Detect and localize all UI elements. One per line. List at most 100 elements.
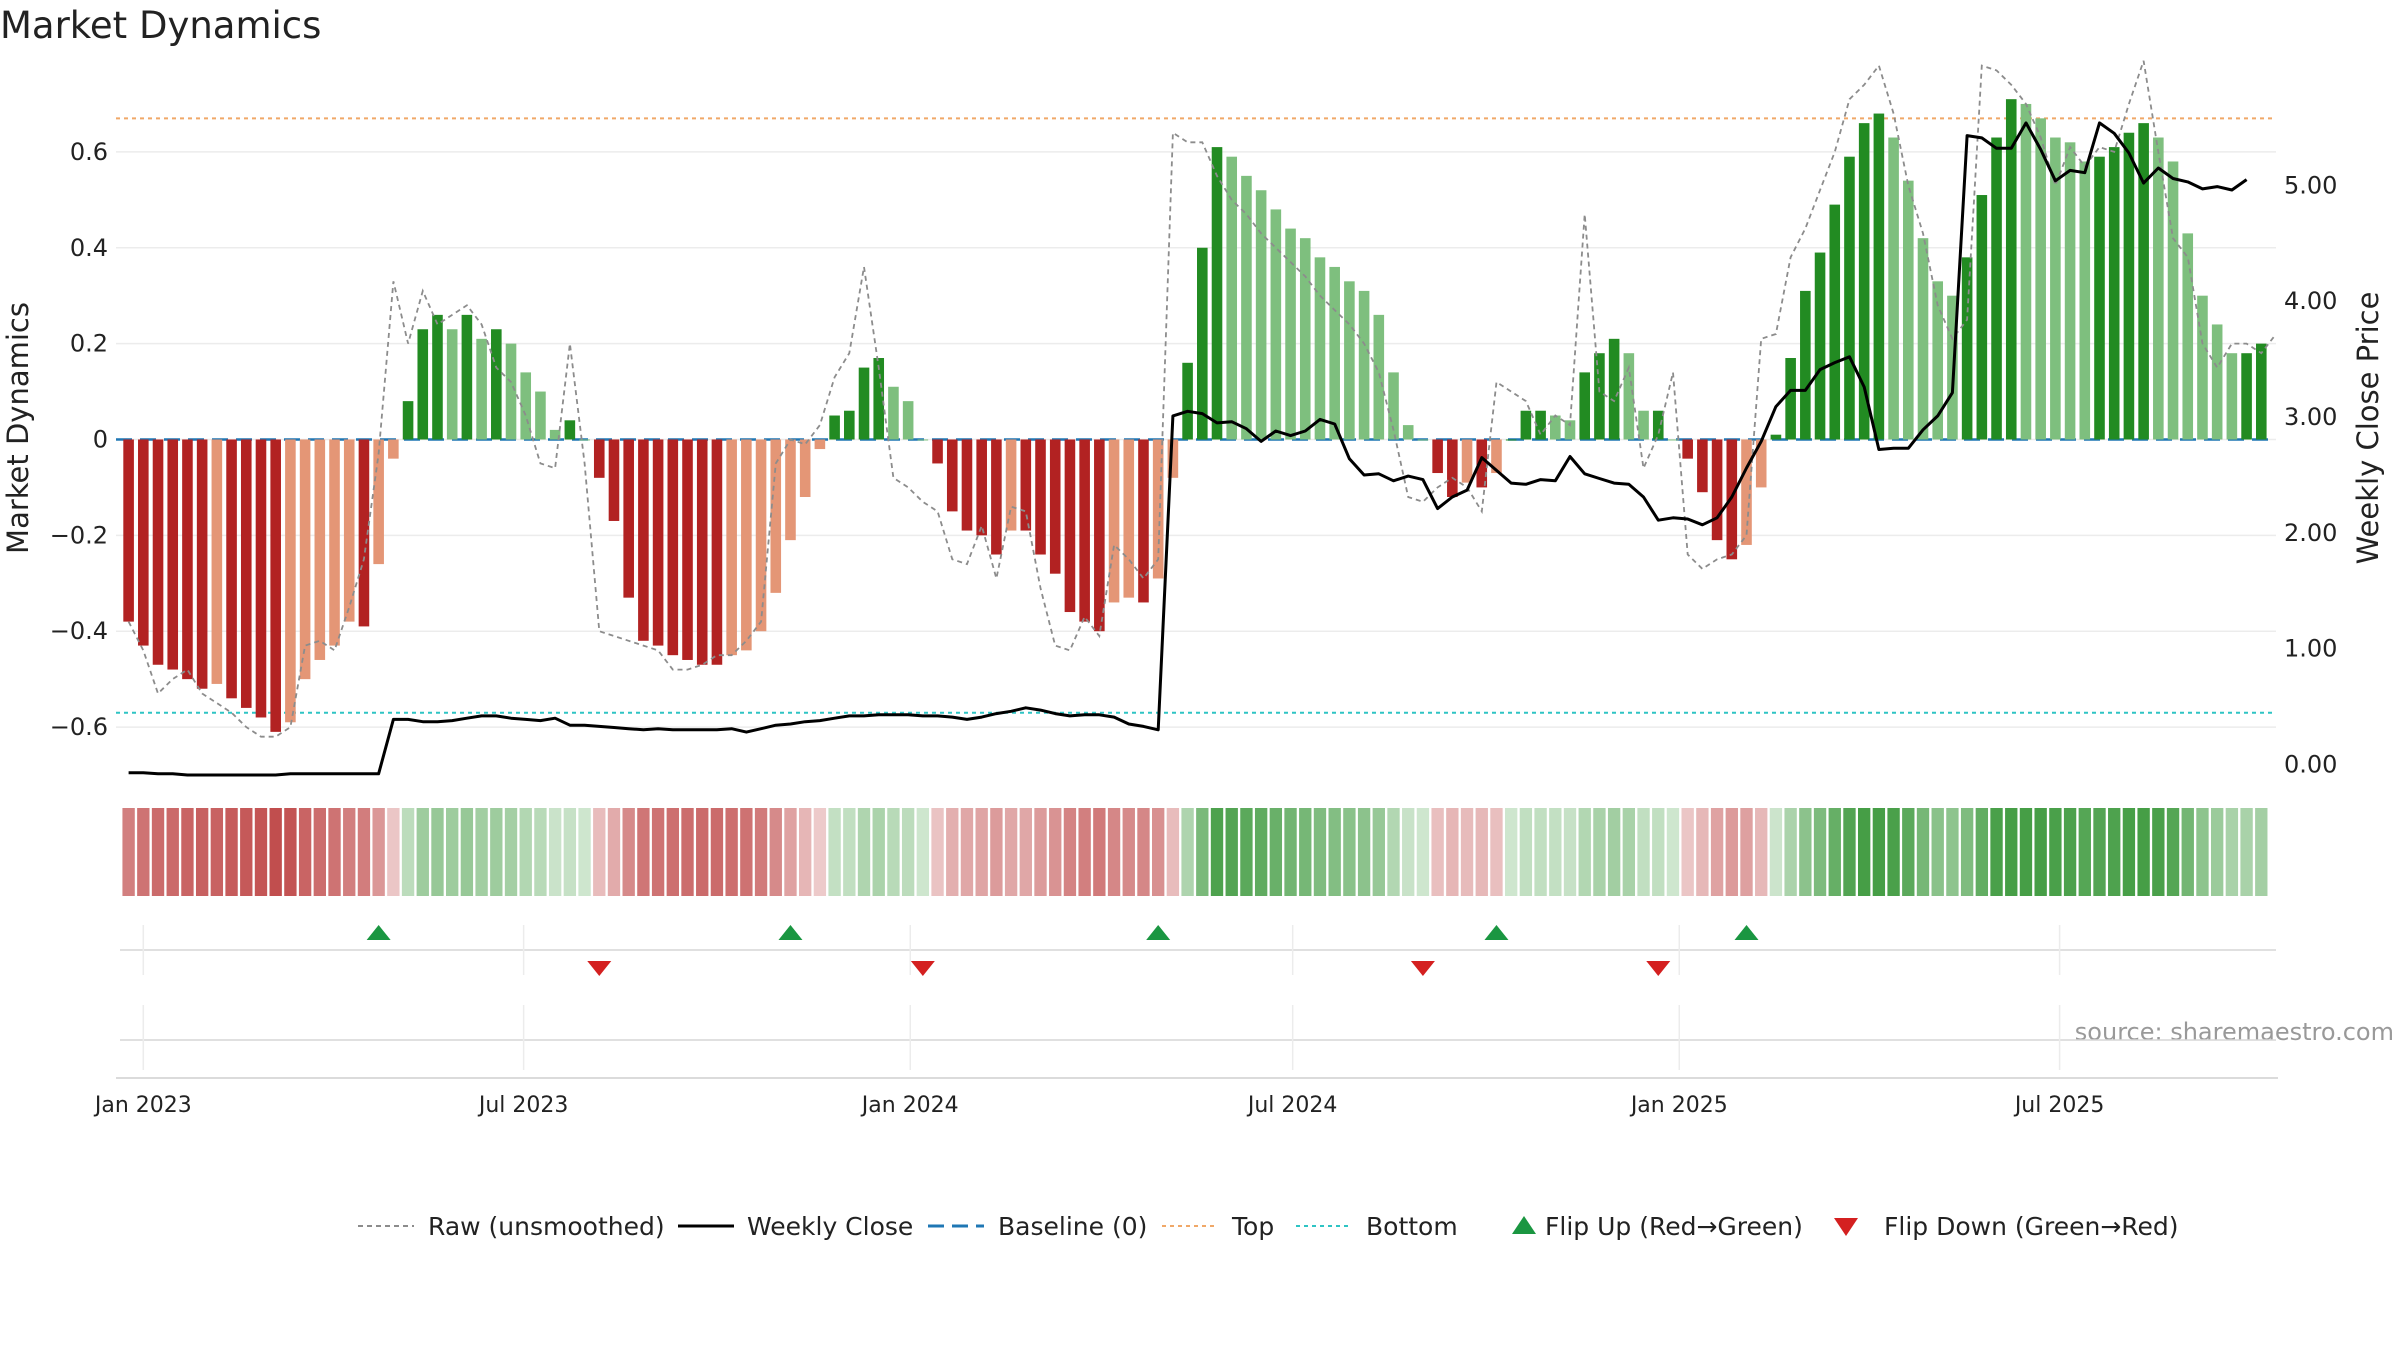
- y2-tick-label: 0.00: [2284, 750, 2337, 778]
- legend-label: Flip Down (Green→Red): [1884, 1212, 2179, 1241]
- dynamics-bar: [182, 439, 193, 680]
- dynamics-bar: [123, 439, 134, 622]
- dynamics-bar: [1255, 190, 1267, 440]
- legend-label: Baseline (0): [998, 1212, 1147, 1241]
- regime-cell: [1990, 808, 2003, 896]
- regime-cell: [431, 808, 444, 896]
- dynamics-bar: [1579, 372, 1591, 440]
- regime-cell: [1637, 808, 1650, 896]
- regime-cell: [666, 808, 679, 896]
- dynamics-bar: [1755, 439, 1767, 488]
- dynamics-bar: [1520, 410, 1532, 440]
- dynamics-bar: [888, 386, 899, 440]
- regime-cell: [1887, 808, 1900, 896]
- regime-cell: [240, 808, 253, 896]
- regime-cell: [1196, 808, 1209, 896]
- regime-cell: [313, 808, 326, 896]
- dynamics-bar: [1682, 439, 1693, 459]
- dynamics-bar: [1123, 439, 1135, 598]
- dynamics-bar: [1608, 338, 1620, 440]
- dynamics-bar: [652, 439, 664, 646]
- dynamics-bar: [829, 415, 840, 440]
- dynamics-bar: [946, 439, 958, 512]
- regime-cell: [166, 808, 179, 896]
- regime-cell: [1372, 808, 1385, 896]
- source-label: source: sharemaestro.com: [2075, 1018, 2394, 1046]
- dynamics-bar: [1535, 410, 1546, 440]
- regime-cell: [828, 808, 841, 896]
- regime-cell: [799, 808, 812, 896]
- legend-label: Weekly Close: [747, 1212, 913, 1241]
- y-axis-label: Market Dynamics: [1, 302, 35, 554]
- flip-up-marker: [1734, 925, 1759, 940]
- dynamics-bar: [476, 338, 487, 440]
- dynamics-bar: [358, 439, 370, 627]
- regime-cell: [475, 808, 488, 896]
- regime-cell: [1152, 808, 1165, 896]
- regime-cell: [960, 808, 974, 896]
- dynamics-bar: [1976, 195, 1988, 440]
- dynamics-bar: [608, 439, 620, 521]
- flip-up-marker: [366, 925, 391, 940]
- y-tick-label: −0.2: [50, 521, 108, 549]
- regime-cell: [387, 808, 400, 896]
- dynamics-bar: [1358, 290, 1370, 440]
- dynamics-bar: [638, 439, 649, 641]
- regime-cell: [504, 808, 518, 896]
- dynamics-bar: [1226, 156, 1238, 440]
- dynamics-bar: [373, 439, 384, 565]
- x-tick-label: Jul 2023: [477, 1093, 569, 1118]
- regime-cell: [328, 808, 341, 896]
- dynamics-bar: [2255, 343, 2267, 440]
- regime-cell: [372, 808, 385, 896]
- regime-cell: [1240, 808, 1253, 896]
- y2-axis-label: Weekly Close Price: [2351, 292, 2385, 565]
- dynamics-bar: [167, 439, 179, 670]
- legend-swatch: [1512, 1216, 1536, 1234]
- dynamics-bar: [1697, 439, 1708, 493]
- regime-cell: [1343, 808, 1356, 896]
- regime-cell: [563, 808, 577, 896]
- regime-cell: [2210, 808, 2224, 896]
- regime-cell: [769, 808, 782, 896]
- regime-cell: [651, 808, 665, 896]
- regime-cell: [2166, 808, 2180, 896]
- regime-cell: [1034, 808, 1047, 896]
- dynamics-bar: [1814, 252, 1826, 440]
- dynamics-bar: [1285, 228, 1296, 440]
- dynamics-bar: [2079, 161, 2091, 440]
- regime-cell: [254, 808, 268, 896]
- dynamics-bar: [1785, 358, 1796, 440]
- y2-tick-label: 5.00: [2284, 171, 2337, 199]
- regime-cell: [1740, 808, 1753, 896]
- regime-cell: [1225, 808, 1238, 896]
- y2-axis-ticks: 5.00 4.00 3.00 2.00 1.00 0.00: [2284, 171, 2337, 778]
- regime-cell: [1946, 808, 1959, 896]
- dynamics-bar: [299, 439, 311, 680]
- dynamics-bar: [1711, 439, 1723, 541]
- regime-cell: [151, 808, 165, 896]
- dynamics-bar: [579, 439, 590, 441]
- regime-cell: [1710, 808, 1724, 896]
- regime-cell: [1431, 808, 1444, 896]
- dynamics-bar: [2035, 118, 2046, 440]
- dynamics-bar: [1344, 281, 1355, 440]
- dynamics-bar: [991, 439, 1002, 555]
- regime-cell: [534, 808, 547, 896]
- regime-cell: [2019, 808, 2033, 896]
- dynamics-bar: [593, 439, 605, 478]
- flip-up-marker: [778, 925, 803, 940]
- dynamics-bar: [1329, 266, 1340, 440]
- dynamics-bar: [564, 420, 576, 440]
- dynamics-bar: [270, 439, 281, 732]
- dynamics-bar: [1638, 410, 1649, 440]
- regime-cell: [887, 808, 900, 896]
- legend-item-flip_down: Flip Down (Green→Red): [1834, 1212, 2179, 1241]
- legend-item-baseline: Baseline (0): [928, 1212, 1147, 1241]
- dynamics-bar: [226, 439, 237, 699]
- dynamics-bar: [696, 439, 708, 665]
- regime-cell: [916, 808, 930, 896]
- dynamics-bar: [1094, 439, 1105, 632]
- dynamics-bar: [2094, 156, 2105, 440]
- regime-cell: [446, 808, 459, 896]
